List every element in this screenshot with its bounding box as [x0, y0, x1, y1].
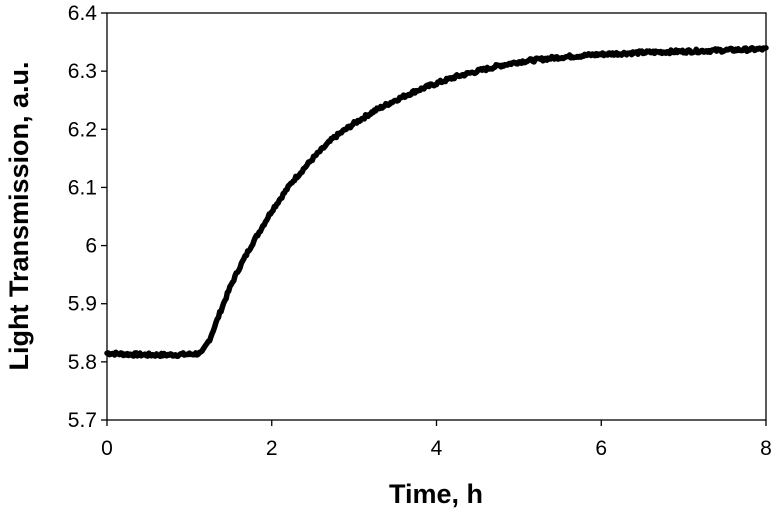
y-tick-label: 6.4 [68, 2, 98, 25]
x-axis-ticks: 0 2 4 6 8 [101, 420, 772, 460]
x-tick-label: 8 [760, 437, 772, 460]
y-tick-label: 5.9 [68, 293, 97, 316]
x-tick-label: 6 [595, 437, 607, 460]
y-tick-label: 5.8 [68, 351, 97, 374]
y-tick-label: 6.1 [68, 176, 97, 199]
y-tick-label: 6 [85, 235, 97, 258]
y-axis-ticks: 5.7 5.8 5.9 6 6.1 6.2 6.3 6.4 [68, 2, 107, 432]
y-tick-label: 5.7 [68, 409, 97, 432]
x-axis-title: Time, h [389, 479, 483, 509]
x-tick-label: 0 [101, 437, 113, 460]
x-tick-label: 2 [266, 437, 278, 460]
y-tick-label: 6.3 [68, 60, 97, 83]
y-tick-label: 6.2 [68, 118, 97, 141]
y-axis-title: Light Transmission, a.u. [4, 61, 34, 370]
series-line [104, 45, 769, 360]
plot-area-frame [106, 12, 767, 421]
x-tick-label: 4 [431, 437, 443, 460]
